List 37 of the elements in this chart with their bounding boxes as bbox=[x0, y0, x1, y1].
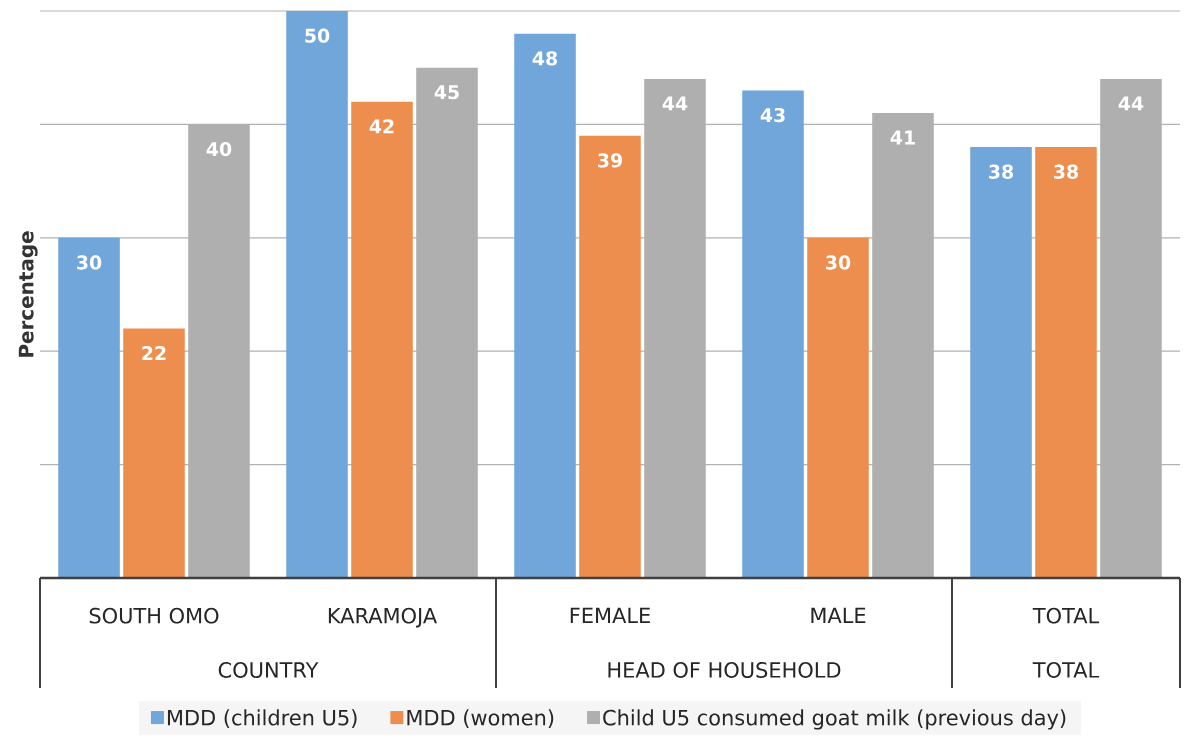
x-tick-label: MALE bbox=[811, 607, 866, 624]
x-tick-label: FEMALE bbox=[570, 607, 650, 624]
text: TOTAL bbox=[1032, 662, 1100, 678]
data-label: 50 bbox=[305, 28, 330, 43]
x-tick-label: TOTAL bbox=[1032, 607, 1100, 624]
bar bbox=[579, 135, 641, 578]
bar bbox=[514, 33, 576, 578]
bar bbox=[58, 237, 120, 578]
text: HEAD OF HOUSEHOLD bbox=[608, 662, 841, 678]
x-tick-label: SOUTH OMO bbox=[89, 607, 219, 624]
data-label: 45 bbox=[434, 85, 459, 100]
bar bbox=[807, 237, 869, 578]
legend-label: MDD (children U5) bbox=[167, 709, 357, 729]
data-label: 43 bbox=[760, 107, 785, 123]
legend-label: MDD (women) bbox=[407, 709, 554, 728]
data-label: 42 bbox=[369, 119, 394, 134]
bar bbox=[286, 11, 348, 578]
data-label: 30 bbox=[77, 255, 102, 270]
text: COUNTRY bbox=[218, 662, 319, 678]
data-label: 41 bbox=[890, 130, 915, 145]
bar bbox=[351, 101, 413, 578]
data-label: 40 bbox=[206, 141, 232, 157]
data-label: 38 bbox=[989, 164, 1014, 179]
data-label: 44 bbox=[662, 96, 688, 111]
legend-label: Child U5 consumed goat milk (previous day) bbox=[603, 709, 1066, 730]
bar bbox=[1035, 147, 1097, 578]
data-label: 39 bbox=[598, 153, 622, 168]
x-tick-label: KARAMOJA bbox=[328, 607, 437, 628]
data-label: 48 bbox=[532, 51, 558, 66]
bar bbox=[742, 90, 804, 578]
data-label: 38 bbox=[1054, 164, 1078, 179]
data-label: 30 bbox=[826, 255, 851, 270]
data-label: 22 bbox=[142, 346, 166, 361]
bar bbox=[970, 147, 1032, 578]
data-label: 44 bbox=[1118, 96, 1144, 111]
bar bbox=[123, 328, 185, 578]
y-axis-title: Percentage bbox=[18, 231, 38, 357]
